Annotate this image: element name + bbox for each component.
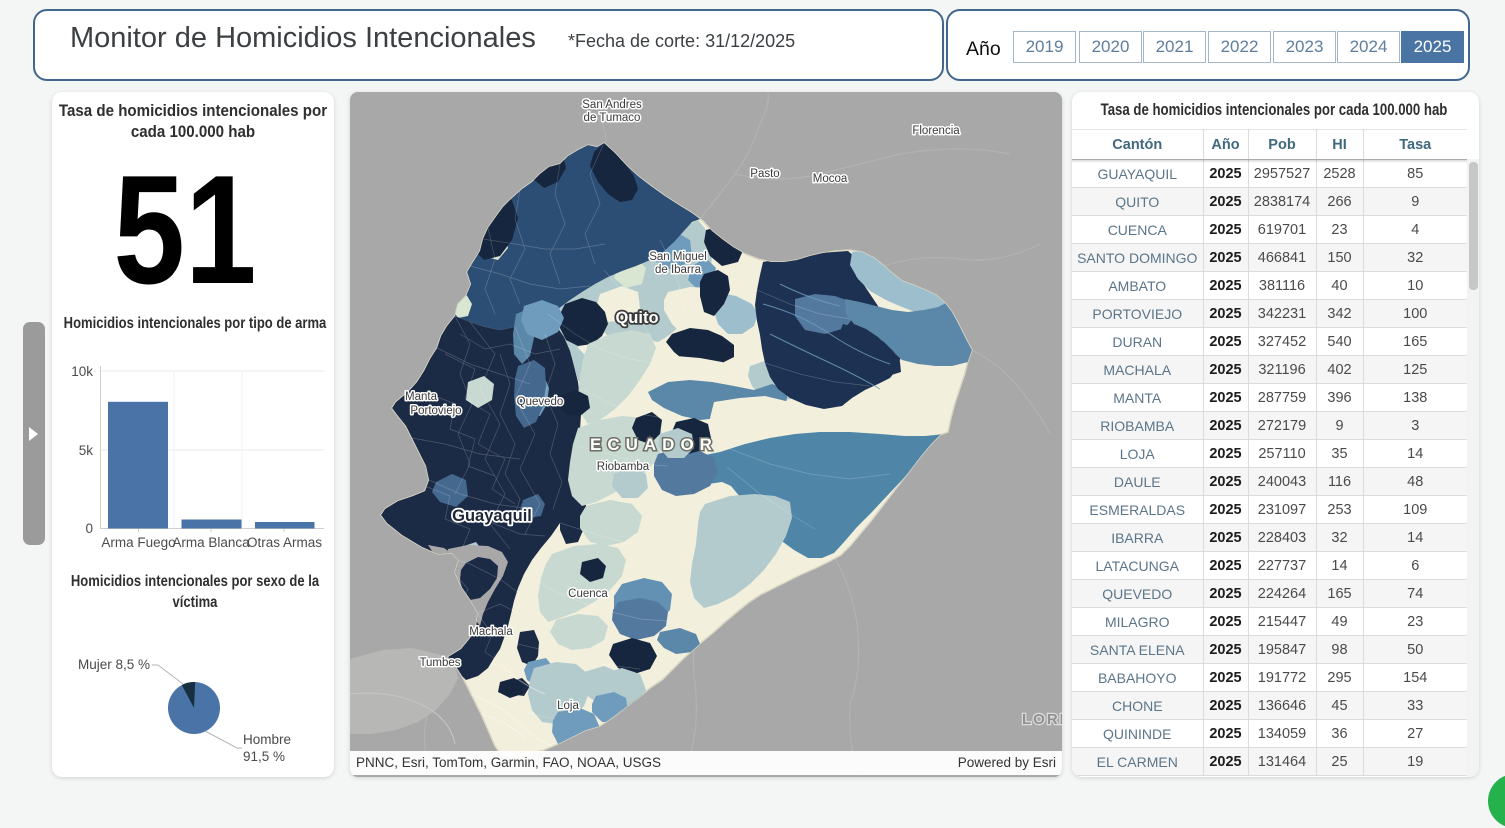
svg-text:de Tumaco: de Tumaco (584, 112, 641, 124)
svg-text:Arma Blanca: Arma Blanca (172, 535, 250, 550)
svg-text:Riobamba: Riobamba (597, 461, 650, 473)
svg-text:San Miguel: San Miguel (649, 251, 707, 263)
svg-text:Mocoa: Mocoa (813, 173, 848, 185)
svg-text:5k: 5k (79, 443, 94, 458)
svg-text:Tumbes: Tumbes (419, 657, 460, 669)
svg-text:Otras Armas: Otras Armas (247, 535, 322, 550)
svg-text:San Andres: San Andres (582, 99, 642, 111)
svg-text:Quevedo: Quevedo (517, 396, 564, 408)
svg-text:Mujer 8,5 %: Mujer 8,5 % (78, 657, 150, 672)
svg-text:0: 0 (85, 521, 93, 536)
svg-text:Guayaquil: Guayaquil (452, 507, 532, 525)
svg-text:Portoviejo: Portoviejo (410, 405, 461, 417)
svg-text:Arma Fuego: Arma Fuego (101, 535, 175, 550)
svg-text:Cuenca: Cuenca (568, 588, 608, 600)
svg-text:Hombre: Hombre (243, 732, 291, 747)
svg-text:10k: 10k (71, 364, 93, 379)
svg-text:Machala: Machala (469, 626, 513, 638)
svg-text:91,5 %: 91,5 % (243, 749, 285, 764)
svg-text:LORETO: LORETO (1022, 711, 1062, 728)
svg-text:Quito: Quito (615, 309, 658, 327)
svg-text:Manta: Manta (405, 391, 438, 403)
svg-text:Florencia: Florencia (912, 125, 960, 137)
svg-text:de Ibarra: de Ibarra (655, 264, 702, 276)
svg-text:Loja: Loja (557, 700, 579, 712)
svg-text:Pasto: Pasto (750, 168, 779, 180)
svg-text:ECUADOR: ECUADOR (590, 435, 718, 454)
